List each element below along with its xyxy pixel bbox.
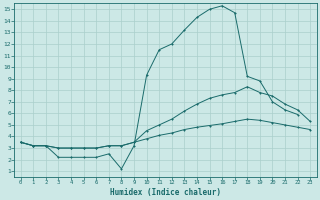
X-axis label: Humidex (Indice chaleur): Humidex (Indice chaleur) bbox=[110, 188, 221, 197]
